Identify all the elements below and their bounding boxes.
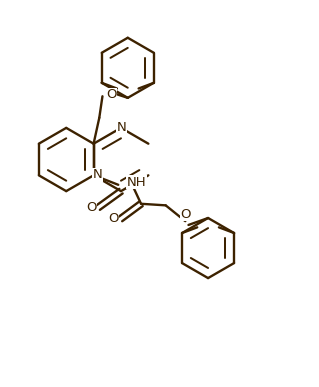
Text: O: O — [86, 201, 97, 214]
Text: N: N — [117, 121, 127, 134]
Text: O: O — [106, 88, 116, 101]
Text: N: N — [93, 168, 102, 181]
Text: NH: NH — [127, 176, 147, 189]
Text: O: O — [108, 212, 119, 226]
Text: O: O — [181, 208, 191, 221]
